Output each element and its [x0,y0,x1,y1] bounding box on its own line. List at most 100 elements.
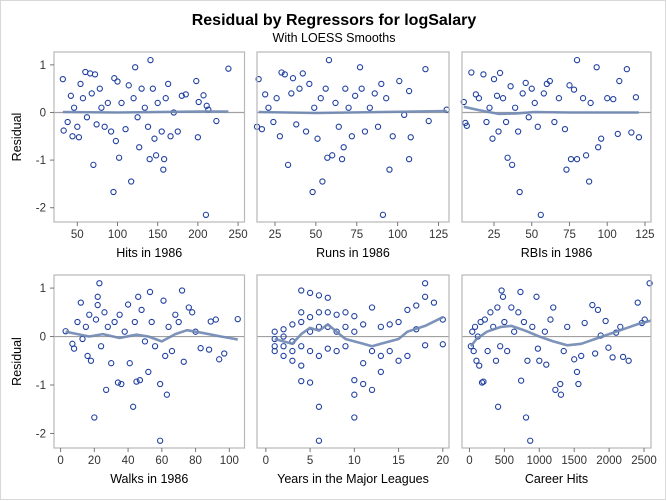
data-point [329,152,336,159]
data-point [64,118,71,126]
data-point [202,211,210,219]
data-point [519,90,526,97]
data-point [575,380,582,388]
data-point [189,309,196,316]
data-point [377,323,385,331]
data-point [97,343,105,350]
data-point [124,301,132,308]
data-point [284,161,292,169]
data-point [395,357,402,364]
panel-frame [461,51,652,223]
data-point [366,104,373,111]
data-point [585,178,593,185]
x-tick-label: 20 [88,455,101,467]
data-point [472,91,480,98]
x-tick-label: 100 [598,229,617,241]
chart-title: Residual by Regressors for logSalary [192,12,477,29]
data-point [306,379,314,386]
data-point [163,391,171,398]
data-point [528,85,535,92]
data-point [152,152,160,159]
y-tick-label: 1 [40,283,46,295]
data-point [306,80,313,88]
data-point [156,380,164,388]
data-point [258,125,266,133]
data-point [306,289,314,297]
data-point [582,152,590,159]
data-point [557,380,564,388]
data-point [60,127,67,134]
data-point [112,137,120,145]
data-point [154,99,161,107]
data-point [478,379,486,386]
x-tick-label: 15 [392,455,405,467]
data-point [138,85,145,92]
data-point [144,123,152,130]
data-point [67,92,75,99]
data-point [315,292,323,299]
data-point [578,352,585,360]
data-point [271,347,278,355]
data-point [360,380,367,388]
data-point [368,347,376,355]
data-point [522,414,530,421]
data-point [280,333,287,340]
y-tick-label: 0 [40,332,46,344]
data-point [389,133,396,140]
data-point [164,80,172,88]
data-point [587,99,594,107]
data-point [377,352,385,360]
data-point [511,104,519,111]
data-point [405,87,413,95]
data-point [475,95,483,102]
panel-frame [256,274,450,449]
data-point [604,95,611,102]
data-point [131,318,138,326]
data-point [280,352,287,360]
data-point [145,368,152,376]
x-tick-label: 25 [269,229,282,241]
data-point [83,114,91,121]
data-point [573,368,581,376]
data-point [110,188,117,196]
data-point [88,90,95,97]
data-point [130,95,137,102]
x-tick-label: 50 [525,229,538,241]
data-point [483,118,490,126]
data-point [573,155,581,163]
data-point [114,379,122,386]
data-point [490,75,498,83]
data-point [361,128,369,135]
data-point [374,123,382,130]
x-tick-label: 200 [188,229,207,241]
data-point [494,304,501,311]
y-axis-label: Residual [10,113,24,162]
data-point [311,104,318,111]
data-point [302,128,310,135]
loess-curve [65,328,239,343]
x-tick-label: 100 [108,229,127,241]
data-point [156,437,164,444]
x-tick-label: 20 [436,455,449,467]
data-point [84,352,91,360]
data-point [101,309,108,316]
data-point [102,386,110,393]
data-point [616,77,623,85]
data-point [180,358,187,365]
data-point [96,85,103,92]
data-point [487,309,494,316]
data-point [104,323,111,331]
data-point [351,377,358,384]
data-point [293,121,300,128]
data-point [185,304,192,311]
data-point [270,118,277,126]
data-point [610,95,617,103]
data-point [91,71,99,78]
data-point [356,64,364,71]
x-tick-label: 50 [309,229,322,241]
data-point [421,342,429,349]
data-point [439,341,446,348]
data-point [213,117,220,125]
x-axis-label: RBIs in 1986 [521,246,593,260]
x-tick-label: 2000 [596,455,622,467]
